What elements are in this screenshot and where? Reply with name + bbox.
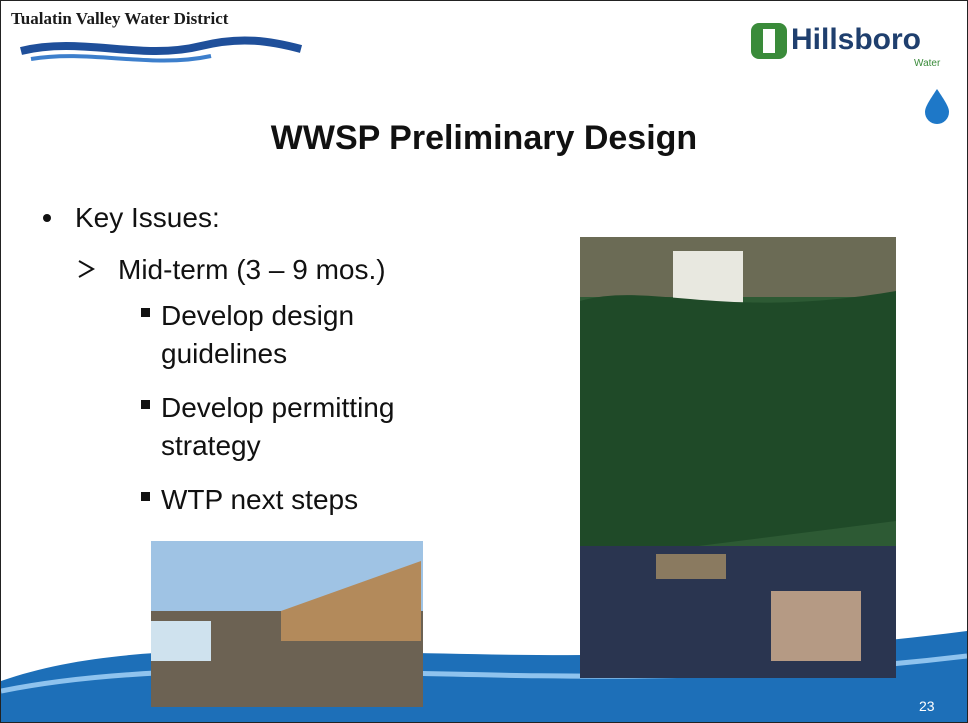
- slide-title: WWSP Preliminary Design: [270, 119, 698, 157]
- page-number: 23: [919, 698, 935, 714]
- bullet-text: Key Issues:: [75, 202, 220, 233]
- bullet: [141, 492, 150, 501]
- bullet-text: Develop design guidelines: [161, 300, 355, 369]
- org-name: Hillsboro: [791, 23, 922, 56]
- photo-building: [151, 541, 423, 707]
- bullet: [141, 400, 150, 409]
- drop-icon: [925, 89, 949, 124]
- org-name: Tualatin Valley Water District: [11, 9, 229, 28]
- bullet: [141, 308, 150, 317]
- bullet-text: WTP next steps: [161, 484, 359, 515]
- photo-aerial: [580, 237, 896, 678]
- bullet: [43, 214, 51, 222]
- org-sub: Water: [914, 58, 941, 69]
- wave-logo: [30, 54, 212, 63]
- bullet-text: Develop permitting strategy: [161, 392, 395, 461]
- hillsboro-icon: [763, 29, 775, 53]
- wave-logo: [20, 36, 303, 55]
- bullet: [78, 260, 96, 278]
- bullet-text: Mid-term (3 – 9 mos.): [118, 254, 386, 285]
